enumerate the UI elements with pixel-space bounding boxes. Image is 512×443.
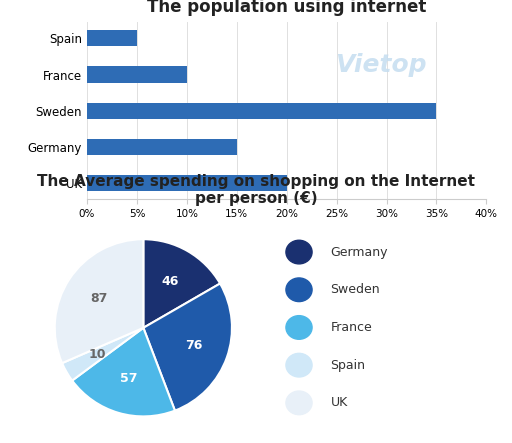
Text: 87: 87 bbox=[90, 292, 108, 305]
Circle shape bbox=[286, 240, 312, 264]
Bar bbox=[87, 139, 237, 155]
Circle shape bbox=[286, 391, 312, 415]
Circle shape bbox=[286, 278, 312, 302]
Wedge shape bbox=[143, 284, 232, 411]
Text: UK: UK bbox=[331, 396, 348, 409]
Text: 57: 57 bbox=[120, 373, 137, 385]
Title: The population using internet: The population using internet bbox=[147, 0, 426, 16]
Circle shape bbox=[286, 316, 312, 339]
Bar bbox=[87, 103, 437, 119]
Text: 46: 46 bbox=[161, 275, 179, 288]
Wedge shape bbox=[143, 239, 220, 328]
Text: France: France bbox=[331, 321, 372, 334]
Circle shape bbox=[286, 354, 312, 377]
Wedge shape bbox=[72, 328, 175, 416]
Bar bbox=[87, 175, 287, 191]
Wedge shape bbox=[62, 328, 143, 381]
Bar bbox=[87, 30, 137, 47]
Text: 76: 76 bbox=[185, 339, 202, 352]
Text: Germany: Germany bbox=[331, 245, 388, 259]
Text: The Average spending on shopping on the Internet
per person (€): The Average spending on shopping on the … bbox=[37, 174, 475, 206]
Bar bbox=[87, 66, 187, 83]
Text: Spain: Spain bbox=[331, 359, 366, 372]
Text: Sweden: Sweden bbox=[331, 283, 380, 296]
Text: Vietop: Vietop bbox=[335, 53, 426, 77]
Wedge shape bbox=[55, 239, 143, 363]
Text: 10: 10 bbox=[89, 348, 106, 361]
